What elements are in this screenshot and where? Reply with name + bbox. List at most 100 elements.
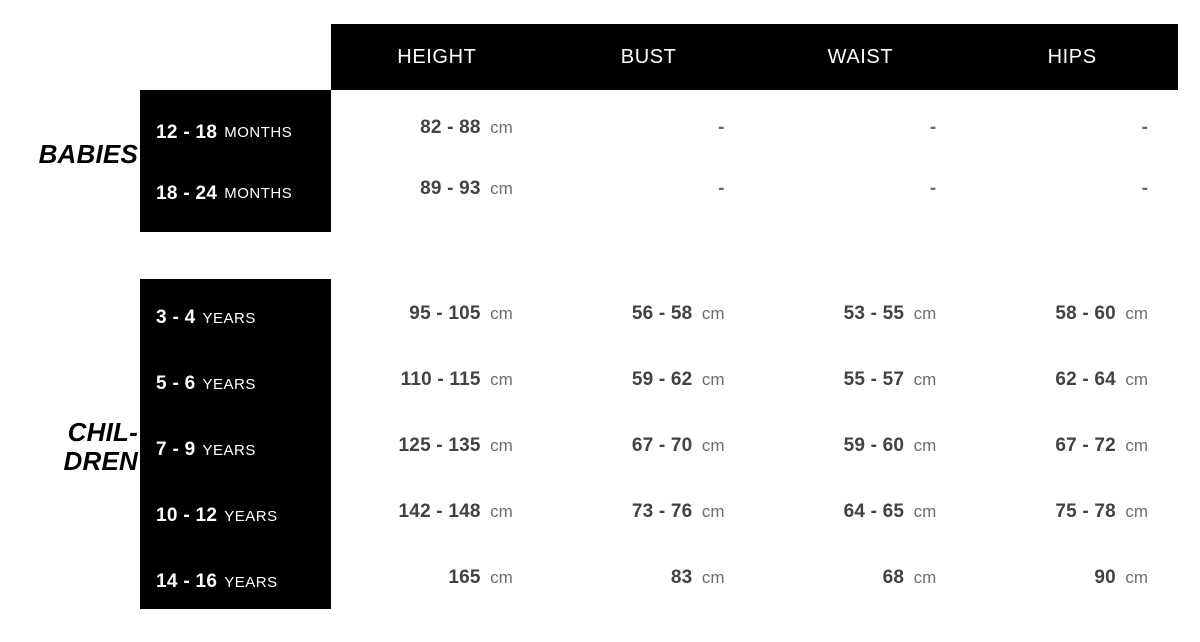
cell-hips: 75 - 78 cm	[966, 501, 1178, 523]
cell-value: 90	[1094, 567, 1116, 588]
cell-height: 125 - 135 cm	[331, 435, 543, 457]
cell-value: 53 - 55	[843, 303, 905, 324]
cell-value: -	[718, 178, 725, 199]
cell-unit: cm	[1125, 568, 1148, 587]
cell-hips: 90 cm	[966, 567, 1178, 589]
cell-value: 58 - 60	[1055, 303, 1116, 324]
table-row: 165 cm 83 cm 68 cm 90 cm	[331, 567, 1178, 589]
cell-unit: cm	[490, 304, 513, 323]
cell-value: 83	[670, 567, 693, 588]
cell-waist: 55 - 57 cm	[755, 369, 967, 391]
cell-height: 110 - 115 cm	[331, 369, 543, 391]
cell-height: 142 - 148 cm	[331, 501, 543, 523]
group-label-children-line-1: CHIL-	[67, 417, 138, 447]
cell-bust: -	[543, 178, 755, 200]
cell-value: -	[1141, 117, 1148, 138]
cell-unit: cm	[490, 436, 513, 455]
cell-value: 165	[448, 567, 481, 588]
table-row: 142 - 148 cm 73 - 76 cm 64 - 65 cm 75 - …	[331, 501, 1178, 523]
table-row: 82 - 88 cm - - -	[331, 117, 1178, 139]
cell-bust: 59 - 62 cm	[543, 369, 755, 391]
cell-hips: 67 - 72 cm	[966, 435, 1178, 457]
cell-unit: cm	[701, 436, 725, 455]
cell-value: 67 - 70	[631, 435, 693, 456]
age-range-value: 12 - 18	[156, 121, 218, 143]
table-row: 95 - 105 cm 56 - 58 cm 53 - 55 cm 58 - 6…	[331, 303, 1178, 325]
cell-value: 62 - 64	[1055, 369, 1116, 390]
age-range-value: 18 - 24	[156, 182, 218, 204]
cell-bust: 67 - 70 cm	[543, 435, 755, 457]
age-range-unit: MONTHS	[224, 185, 293, 202]
cell-unit: cm	[913, 502, 937, 521]
age-row-7-9-years: 7 - 9 YEARS	[140, 417, 331, 483]
cell-unit: cm	[701, 304, 725, 323]
cell-unit: cm	[913, 370, 937, 389]
cell-unit: cm	[913, 304, 937, 323]
age-range-value: 14 - 16	[156, 571, 218, 592]
cell-value: 59 - 60	[843, 435, 905, 456]
cell-value: 125 - 135	[398, 435, 481, 456]
cell-value: 67 - 72	[1055, 435, 1116, 456]
cell-unit: cm	[490, 118, 513, 137]
cell-value: 75 - 78	[1055, 501, 1116, 522]
age-block-children: 3 - 4 YEARS 5 - 6 YEARS 7 - 9 YEARS 10 -…	[140, 279, 331, 609]
cell-waist: -	[755, 117, 967, 139]
cell-unit: cm	[913, 436, 937, 455]
age-row-3-4-years: 3 - 4 YEARS	[140, 285, 331, 351]
age-row-14-16-years: 14 - 16 YEARS	[140, 549, 331, 615]
cell-waist: 53 - 55 cm	[755, 303, 967, 325]
cell-unit: cm	[490, 179, 513, 198]
age-range-unit: YEARS	[224, 573, 278, 591]
cell-unit: cm	[701, 370, 725, 389]
cell-bust: -	[543, 117, 755, 139]
cell-unit: cm	[490, 370, 513, 389]
cell-height: 82 - 88 cm	[331, 117, 543, 139]
group-label-babies-line-1: BABIES	[38, 139, 138, 169]
group-label-children-line-2: DREN	[63, 446, 138, 477]
cell-bust: 73 - 76 cm	[543, 501, 755, 523]
table-row: 110 - 115 cm 59 - 62 cm 55 - 57 cm 62 - …	[331, 369, 1178, 391]
cell-unit: cm	[1125, 502, 1148, 521]
cell-waist: 64 - 65 cm	[755, 501, 967, 523]
cell-unit: cm	[701, 568, 725, 587]
table-header-row: HEIGHT BUST WAIST HIPS	[331, 24, 1178, 90]
table-row: 89 - 93 cm - - -	[331, 178, 1178, 200]
cell-unit: cm	[701, 502, 725, 521]
age-range-value: 7 - 9	[156, 439, 196, 460]
group-label-babies: BABIES	[0, 139, 138, 169]
cell-height: 89 - 93 cm	[331, 178, 543, 200]
age-range-value: 5 - 6	[156, 373, 196, 394]
cell-waist: -	[755, 178, 967, 200]
age-row-5-6-years: 5 - 6 YEARS	[140, 351, 331, 417]
cell-height: 95 - 105 cm	[331, 303, 543, 325]
cell-value: 64 - 65	[843, 501, 905, 522]
cell-waist: 68 cm	[755, 567, 967, 589]
column-header-height: HEIGHT	[397, 45, 477, 68]
cell-value: 56 - 58	[631, 303, 693, 324]
cell-unit: cm	[1125, 370, 1148, 389]
cell-unit: cm	[913, 568, 937, 587]
cell-waist: 59 - 60 cm	[755, 435, 967, 457]
table-row: 125 - 135 cm 67 - 70 cm 59 - 60 cm 67 - …	[331, 435, 1178, 457]
cell-value: -	[929, 178, 937, 199]
age-range-unit: YEARS	[202, 441, 256, 459]
cell-value: 89 - 93	[420, 178, 481, 199]
age-block-babies: 12 - 18 MONTHS 18 - 24 MONTHS	[140, 90, 331, 232]
age-row-12-18-months: 12 - 18 MONTHS	[140, 102, 331, 163]
cell-value: 59 - 62	[631, 369, 693, 390]
cell-bust: 56 - 58 cm	[543, 303, 755, 325]
cell-value: -	[929, 117, 937, 138]
age-range-value: 10 - 12	[156, 505, 218, 526]
cell-value: -	[718, 117, 725, 138]
cell-unit: cm	[490, 568, 513, 587]
cell-unit: cm	[1125, 436, 1148, 455]
cell-value: 73 - 76	[631, 501, 693, 522]
cell-unit: cm	[1125, 304, 1148, 323]
group-label-children: CHIL- DREN	[0, 417, 138, 477]
cell-value: 142 - 148	[398, 501, 481, 522]
age-range-unit: YEARS	[202, 309, 256, 327]
cell-value: 55 - 57	[843, 369, 905, 390]
cell-value: -	[1141, 178, 1148, 199]
column-header-bust: BUST	[620, 45, 677, 68]
